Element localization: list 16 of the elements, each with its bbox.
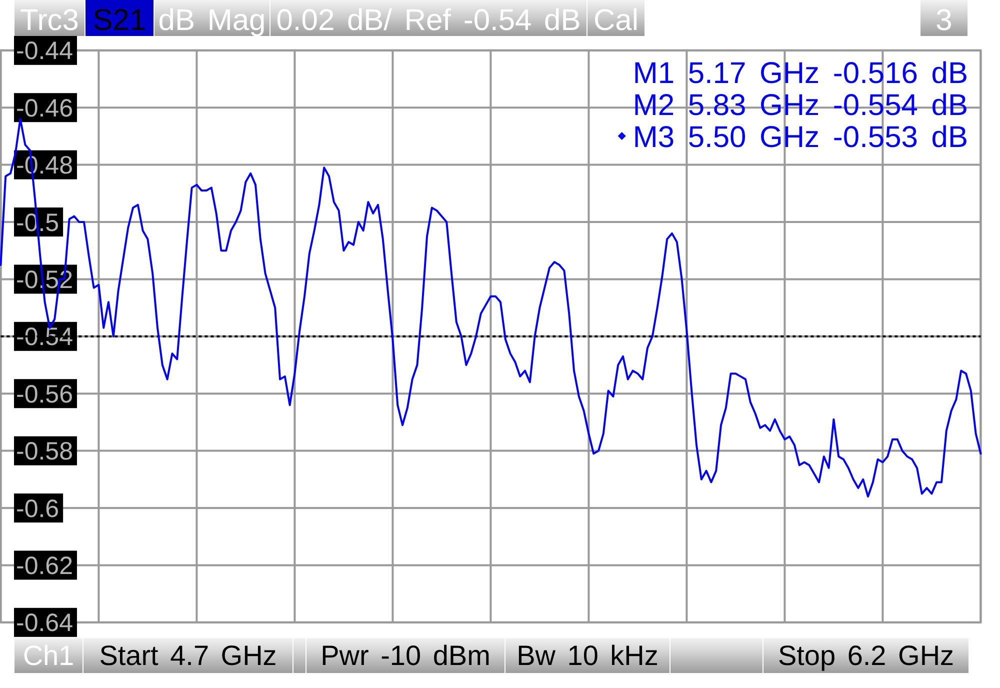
text: Ch1 bbox=[22, 640, 74, 671]
text: Trc3 bbox=[20, 4, 79, 37]
text: Bw 10 kHz bbox=[516, 640, 658, 671]
y-tick-label: -0.6 bbox=[16, 494, 60, 523]
line-series bbox=[0, 118, 982, 498]
text: S21 bbox=[92, 4, 146, 37]
text: Stop 6.2 GHz bbox=[778, 640, 954, 671]
text: Cal bbox=[593, 4, 639, 37]
annotation: M2 5.83 GHz -0.554 dB bbox=[632, 89, 968, 122]
annotation: M1 5.17 GHz -0.516 dB bbox=[632, 57, 968, 90]
y-tick-label: -0.58 bbox=[16, 438, 73, 466]
text: Start 4.7 GHz bbox=[99, 640, 277, 671]
annotation: M3 5.50 GHz -0.553 dB bbox=[632, 121, 968, 154]
text: 0.02 dB/ Ref -0.54 dB bbox=[276, 4, 581, 37]
text: Pwr -10 dBm bbox=[320, 640, 490, 671]
text: 3 bbox=[936, 4, 952, 37]
